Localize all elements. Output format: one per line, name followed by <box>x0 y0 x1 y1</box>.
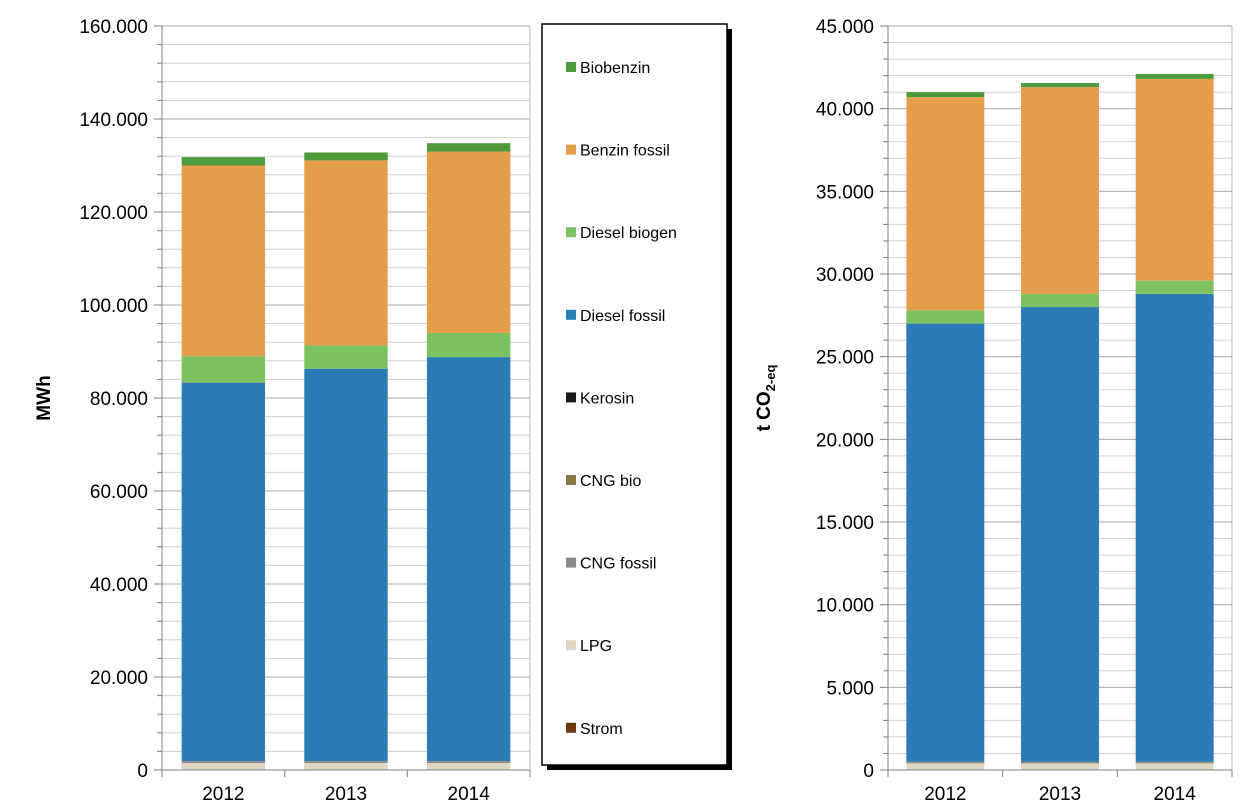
legend-item-label: Diesel biogen <box>580 225 677 242</box>
bar-segment-biobenzin <box>1135 73 1214 79</box>
bar-segment-benzin-fossil <box>1021 87 1099 294</box>
bar-segment-cng-bio <box>426 761 511 762</box>
y-tick-label: 45.000 <box>816 17 874 38</box>
bar-segment-diesel-fossil <box>304 368 388 762</box>
legend-swatch <box>566 309 576 320</box>
y-tick-label: 40.000 <box>90 575 148 596</box>
x-tick-label: 2012 <box>202 784 244 805</box>
legend-item-label: Benzin fossil <box>580 143 670 160</box>
y-tick-label: 0 <box>863 761 874 782</box>
bar-segment-benzin-fossil <box>906 97 985 311</box>
bar-segment-cng-bio <box>1135 761 1214 763</box>
bar-segment-diesel-fossil <box>1135 293 1214 762</box>
bar-segment-benzin-fossil <box>426 151 511 333</box>
y-tick-label: 0 <box>137 761 148 782</box>
legend-item-label: Biobenzin <box>580 60 650 77</box>
emissions-chart: 0 5.000 10.000 15.000 20.000 25.000 30.000 35.0… <box>816 17 1233 805</box>
x-tick-label: 2013 <box>325 784 367 805</box>
left-y-axis-label: MWh <box>34 375 55 420</box>
y-tick-label: 160.000 <box>79 17 148 38</box>
bar-segment-benzin-fossil <box>1135 78 1214 281</box>
legend-item-label: Kerosin <box>580 390 634 407</box>
y-tick-label: 5.000 <box>826 678 874 699</box>
y-tick-label: 20.000 <box>90 668 148 689</box>
energy-chart: 0 20.000 40.000 60.000 80.000 100.000 120.000 1… <box>79 17 531 805</box>
y-tick-label: 120.000 <box>79 203 148 224</box>
bar-segment-cng-fossil <box>906 762 985 764</box>
bar-segment-cng-fossil <box>426 761 511 764</box>
y-tick-label: 60.000 <box>90 482 148 503</box>
bar-segment-cng-fossil <box>304 761 388 764</box>
bar-segment-cng-fossil <box>181 761 266 764</box>
legend-swatch <box>566 392 576 403</box>
bar-segment-diesel-biogen <box>181 356 266 383</box>
y-tick-label: 80.000 <box>90 389 148 410</box>
bar-segment-cng-bio <box>906 761 985 763</box>
legend-item-label: CNG fossil <box>580 556 656 573</box>
x-tick-label: 2014 <box>1154 784 1197 805</box>
bar-segment-diesel-fossil <box>426 357 511 762</box>
bar-segment-diesel-fossil <box>181 382 266 762</box>
y-tick-label: 15.000 <box>816 513 874 534</box>
x-tick-label: 2014 <box>448 784 491 805</box>
legend-item-label: Strom <box>580 721 623 738</box>
bar-segment-cng-bio <box>304 761 388 762</box>
bar-segment-lpg <box>181 763 266 770</box>
legend-item-label: LPG <box>580 638 612 655</box>
x-tick-label: 2012 <box>924 784 966 805</box>
legend-swatch <box>566 722 576 733</box>
bar-segment-biobenzin <box>906 92 985 98</box>
bar-segment-cng-fossil <box>1135 762 1214 764</box>
bar-segment-cng-fossil <box>1021 762 1099 764</box>
y-tick-label: 20.000 <box>816 430 874 451</box>
bar-segment-diesel-fossil <box>1021 307 1099 762</box>
legend: Biobenzin Benzin fossil Diesel biogen Diese… <box>541 23 732 770</box>
legend-swatch <box>566 144 576 155</box>
bar-segment-benzin-fossil <box>181 165 266 357</box>
bar-segment-diesel-biogen <box>1135 280 1214 294</box>
legend-swatch <box>566 557 576 568</box>
bar-segment-lpg <box>304 763 388 770</box>
legend-item-label: Diesel fossil <box>580 308 665 325</box>
y-tick-label: 40.000 <box>816 100 874 121</box>
y-tick-label: 35.000 <box>816 182 874 203</box>
bar-segment-diesel-biogen <box>1021 293 1099 308</box>
bar-segment-cng-bio <box>1021 761 1099 763</box>
y-tick-label: 25.000 <box>816 348 874 369</box>
bar-segment-biobenzin <box>304 152 388 161</box>
legend-swatch <box>566 62 576 72</box>
bar-segment-biobenzin <box>1021 83 1099 88</box>
legend-swatch <box>566 227 576 238</box>
x-tick-label: 2013 <box>1039 784 1081 805</box>
bar-segment-biobenzin <box>426 143 511 152</box>
y-tick-label: 30.000 <box>816 265 874 286</box>
y-tick-label: 140.000 <box>79 110 148 131</box>
bar-segment-diesel-fossil <box>906 323 985 762</box>
bar-segment-lpg <box>906 763 985 770</box>
bar-segment-lpg <box>426 763 511 770</box>
legend-item-label: CNG bio <box>580 473 641 490</box>
bar-segment-biobenzin <box>181 157 266 166</box>
bar-segment-cng-bio <box>181 761 266 762</box>
bar-segment-diesel-biogen <box>304 345 388 369</box>
y-tick-label: 10.000 <box>816 596 874 617</box>
right-y-axis-label: t CO2-eq <box>754 365 778 432</box>
bar-segment-lpg <box>1135 763 1214 770</box>
bar-segment-diesel-biogen <box>906 310 985 324</box>
legend-swatch <box>566 475 576 485</box>
y-tick-label: 100.000 <box>79 296 148 317</box>
bar-segment-diesel-biogen <box>426 332 511 358</box>
bar-segment-benzin-fossil <box>304 160 388 346</box>
bar-segment-lpg <box>1021 763 1099 770</box>
legend-swatch <box>566 640 576 651</box>
